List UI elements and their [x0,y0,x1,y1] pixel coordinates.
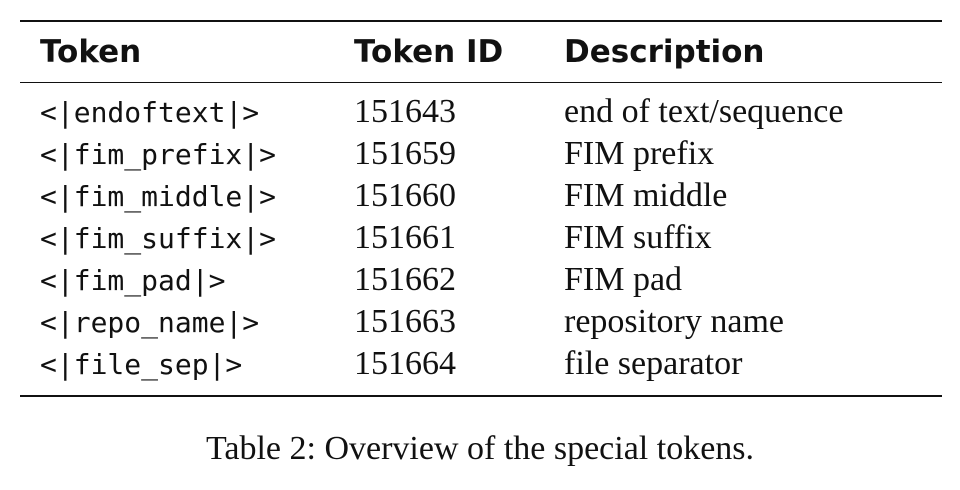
token-id-cell: 151662 [354,261,456,298]
token-cell: <|file_sep|> [40,347,243,381]
header-token-id: Token ID [354,34,504,70]
table-row: <|repo_name|> 151663 repository name [20,301,942,343]
table-row: <|fim_middle|> 151660 FIM middle [20,175,942,217]
token-id-cell: 151663 [354,303,456,340]
token-cell: <|fim_prefix|> [40,137,277,171]
token-cell: <|fim_suffix|> [40,221,277,255]
token-id-cell: 151643 [354,93,456,130]
token-cell: <|endoftext|> [40,95,260,129]
token-id-cell: 151661 [354,219,456,256]
table-row: <|fim_pad|> 151662 FIM pad [20,259,942,301]
special-tokens-table: Token Token ID Description <|endoftext|>… [20,20,942,397]
table-row: <|file_sep|> 151664 file separator [20,343,942,385]
description-cell: file separator [564,345,743,382]
description-cell: end of text/sequence [564,93,844,130]
header-token: Token [40,34,142,70]
header-description: Description [564,34,765,70]
description-cell: FIM suffix [564,219,712,256]
table-row: <|fim_suffix|> 151661 FIM suffix [20,217,942,259]
description-cell: FIM prefix [564,135,715,172]
token-cell: <|repo_name|> [40,305,260,339]
description-cell: repository name [564,303,784,340]
token-id-cell: 151659 [354,135,456,172]
table-body: <|endoftext|> 151643 end of text/sequenc… [20,83,942,395]
token-id-cell: 151660 [354,177,456,214]
token-id-cell: 151664 [354,345,456,382]
table-caption: Table 2: Overview of the special tokens. [205,430,755,467]
token-cell: <|fim_pad|> [40,263,226,297]
description-cell: FIM pad [564,261,683,298]
table-top-rule [20,20,942,22]
table-header-row: Token Token ID Description [20,22,942,82]
description-cell: FIM middle [564,177,728,214]
table-header-rule [20,82,942,83]
table-row: <|fim_prefix|> 151659 FIM prefix [20,133,942,175]
token-cell: <|fim_middle|> [40,179,277,213]
table-bottom-rule [20,395,942,397]
table-row: <|endoftext|> 151643 end of text/sequenc… [20,91,942,133]
